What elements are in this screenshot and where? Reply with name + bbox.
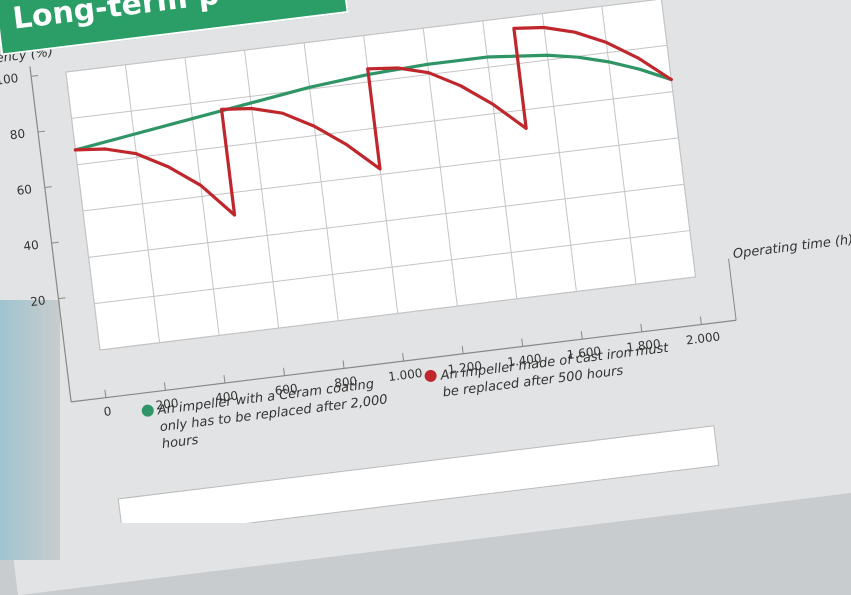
grid-line-h [65, 0, 662, 73]
legend-green-marker [141, 404, 154, 417]
x-tick-label: 0 [103, 404, 112, 419]
grid-line-h [82, 137, 679, 212]
x-tick-mark [283, 367, 286, 376]
x-axis-line [71, 319, 737, 403]
y-tick-mark [31, 75, 39, 77]
banner-title: Long-term p [10, 0, 222, 37]
x-tick-mark [521, 338, 524, 347]
series-line-cast-iron [73, 25, 673, 217]
legend: An impeller with a Ceram coating only ha… [141, 341, 670, 452]
grid-line-h [94, 230, 690, 305]
x-tick-mark [223, 375, 226, 384]
x-tick-labels: 0 200 400 600 800 1.000 1.200 1.400 1.600 1.800 2.… [103, 316, 721, 419]
x-tick-label: 2.000 [685, 329, 721, 347]
x-tick-mark [342, 360, 345, 369]
y-tick-label: 40 [23, 238, 40, 254]
axes [29, 66, 737, 403]
y-tick-mark [51, 241, 59, 244]
y-tick-mark [58, 297, 66, 300]
legend-red-marker [424, 369, 437, 382]
series-lines [73, 25, 673, 217]
x-tick-label: 1.000 [387, 366, 423, 384]
x-tick-label: 1.400 [507, 351, 543, 369]
second-chart-partial [117, 425, 720, 523]
legend-green-text-3: hours [161, 433, 199, 452]
y-tick-labels: 20 40 60 80 100 [0, 71, 66, 309]
y-tick-mark [37, 130, 45, 133]
x-tick-label: 600 [274, 381, 298, 398]
y-tick-label: 20 [30, 293, 47, 309]
x-tick-mark [461, 345, 464, 354]
x-tick-mark [640, 323, 643, 332]
y-tick-mark [44, 186, 52, 189]
x-tick-label: 1.600 [566, 344, 602, 362]
x-tick-label: 1.200 [447, 359, 483, 377]
y-tick-label: 100 [0, 71, 19, 88]
x-tick-label: 400 [214, 389, 238, 406]
x-tick-mark [402, 353, 405, 362]
grid-line-h [88, 183, 685, 258]
y-tick-label: 80 [9, 127, 26, 143]
x-tick-mark [580, 331, 583, 340]
x-axis-leader [728, 258, 737, 321]
series-line-ceram-coating [73, 53, 673, 152]
page-edge [0, 300, 60, 560]
y-tick-label: 60 [16, 182, 33, 198]
x-tick-label: 1.800 [626, 337, 662, 355]
efficiency-chart: 0 200 400 600 800 1.000 1.200 1.400 1.600 1.800 2.… [0, 0, 851, 523]
x-tick-label: 800 [334, 374, 358, 391]
y-axis-line [29, 66, 72, 402]
x-tick-mark [104, 389, 107, 398]
x-axis-label: Operating time (h) [732, 232, 851, 262]
x-tick-label: 200 [155, 396, 179, 413]
grid-line-h [99, 276, 696, 351]
grid-line-v [65, 72, 101, 351]
x-tick-mark [163, 382, 166, 391]
x-tick-mark [699, 316, 702, 325]
